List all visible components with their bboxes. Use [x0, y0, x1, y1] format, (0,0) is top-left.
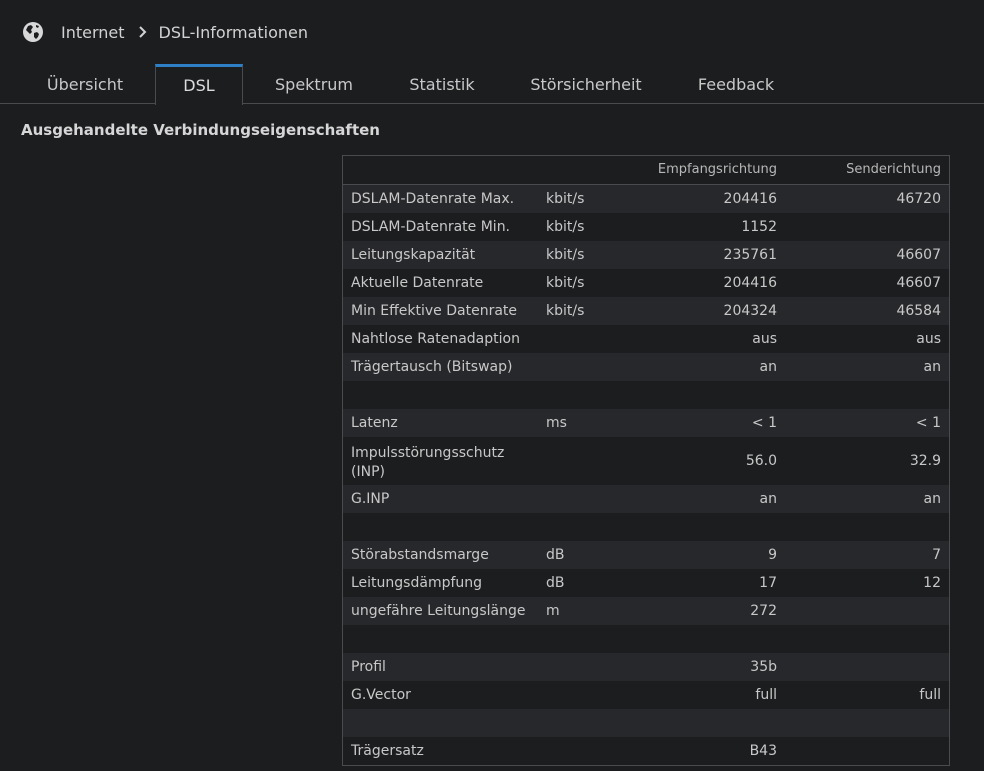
cell-unit: kbit/s [546, 191, 585, 207]
header-up: Senderichtung [846, 162, 941, 177]
cell-label: Störabstandsmarge [351, 547, 489, 563]
cell-label: Aktuelle Datenrate [351, 275, 484, 291]
tab-dsl[interactable]: DSL [155, 64, 243, 105]
cell-down: an [759, 359, 777, 375]
cell-up: 46584 [896, 303, 941, 319]
dsl-properties-table: Empfangsrichtung Senderichtung DSLAM-Dat… [342, 155, 950, 766]
cell-up: < 1 [915, 415, 941, 431]
header-down: Empfangsrichtung [657, 162, 777, 177]
table-row: Trägertausch (Bitswap) an an [343, 353, 949, 381]
cell-up: aus [916, 331, 941, 347]
cell-label: Impulsstörungsschutz (INP) [351, 445, 505, 480]
cell-label: Latenz [351, 415, 398, 431]
cell-unit: kbit/s [546, 247, 585, 263]
table-row: ungefähre Leitungslänge m 272 [343, 597, 949, 625]
table-row [343, 709, 949, 737]
cell-down: 235761 [723, 247, 777, 263]
cell-down: 204324 [723, 303, 777, 319]
cell-down: 204416 [723, 275, 777, 291]
cell-label: Trägersatz [351, 743, 424, 759]
cell-down: 272 [750, 603, 777, 619]
cell-down: an [759, 491, 777, 507]
cell-down: 35b [750, 659, 777, 675]
table-row: Profil 35b [343, 653, 949, 681]
breadcrumb: Internet DSL-Informationen [22, 20, 308, 44]
cell-up: 32.9 [909, 453, 941, 469]
table-row [343, 381, 949, 409]
cell-up: an [923, 491, 941, 507]
tab-uebersicht[interactable]: Übersicht [46, 75, 124, 94]
table-row: Störabstandsmarge dB 9 7 [343, 541, 949, 569]
cell-unit: kbit/s [546, 303, 585, 319]
table-row: Aktuelle Datenrate kbit/s 204416 46607 [343, 269, 949, 297]
table-row [343, 625, 949, 653]
cell-up: 46607 [896, 275, 941, 291]
cell-down: 1152 [741, 219, 777, 235]
table-row: Trägersatz B43 [343, 737, 949, 765]
cell-unit: ms [546, 415, 567, 431]
cell-label: G.Vector [351, 687, 411, 703]
cell-up: 46720 [896, 191, 941, 207]
section-title: Ausgehandelte Verbindungseigenschaften [21, 121, 380, 139]
cell-label: Leitungskapazität [351, 247, 476, 263]
cell-label: Nahtlose Ratenadaption [351, 331, 520, 347]
table-row: Min Effektive Datenrate kbit/s 204324 46584 [343, 297, 949, 325]
cell-down: B43 [749, 743, 777, 759]
table-row: G.Vector full full [343, 681, 949, 709]
table-row [343, 513, 949, 541]
table-row: DSLAM-Datenrate Max. kbit/s 204416 46720 [343, 185, 949, 213]
cell-label: Leitungsdämpfung [351, 575, 483, 591]
table-body: DSLAM-Datenrate Max. kbit/s 204416 46720 DSL… [343, 185, 949, 765]
cell-down: 17 [759, 575, 777, 591]
table-row: G.INP an an [343, 485, 949, 513]
cell-up: 46607 [896, 247, 941, 263]
table-row: Leitungsdämpfung dB 17 12 [343, 569, 949, 597]
chevron-right-icon [138, 26, 146, 38]
cell-down: 204416 [723, 191, 777, 207]
table-row: Leitungskapazität kbit/s 235761 46607 [343, 241, 949, 269]
cell-unit: kbit/s [546, 219, 585, 235]
cell-label: DSLAM-Datenrate Max. [351, 191, 515, 207]
cell-up: full [919, 687, 941, 703]
breadcrumb-item-dsl-informationen: DSL-Informationen [158, 22, 309, 42]
cell-label: Min Effektive Datenrate [351, 303, 518, 319]
cell-label: Trägertausch (Bitswap) [351, 359, 513, 375]
tab-statistik[interactable]: Statistik [409, 75, 475, 94]
cell-down: aus [752, 331, 777, 347]
table-header-row: Empfangsrichtung Senderichtung [343, 156, 949, 185]
cell-up: 12 [923, 575, 941, 591]
tab-stoersicherheit[interactable]: Störsicherheit [530, 75, 642, 94]
tab-spektrum[interactable]: Spektrum [275, 75, 353, 94]
cell-unit: m [546, 603, 560, 619]
table-row: Nahtlose Ratenadaption aus aus [343, 325, 949, 353]
tab-bar: Übersicht DSL Spektrum Statistik Störsic… [0, 64, 984, 105]
cell-unit: kbit/s [546, 275, 585, 291]
table-row: Impulsstörungsschutz (INP) 56.0 32.9 [343, 437, 949, 485]
cell-label: ungefähre Leitungslänge [351, 603, 526, 619]
cell-label: G.INP [351, 491, 390, 507]
cell-down: 56.0 [745, 453, 777, 469]
cell-label: DSLAM-Datenrate Min. [351, 219, 511, 235]
cell-down: < 1 [751, 415, 777, 431]
cell-down: 9 [768, 547, 777, 563]
cell-down: full [755, 687, 777, 703]
cell-label: Profil [351, 659, 386, 675]
globe-icon [23, 22, 43, 42]
table-row: DSLAM-Datenrate Min. kbit/s 1152 [343, 213, 949, 241]
cell-unit: dB [546, 547, 565, 563]
cell-up: an [923, 359, 941, 375]
table-row: Latenz ms < 1 < 1 [343, 409, 949, 437]
breadcrumb-item-internet[interactable]: Internet [61, 22, 125, 42]
cell-up: 7 [932, 547, 941, 563]
cell-unit: dB [546, 575, 565, 591]
tab-feedback[interactable]: Feedback [697, 75, 775, 94]
